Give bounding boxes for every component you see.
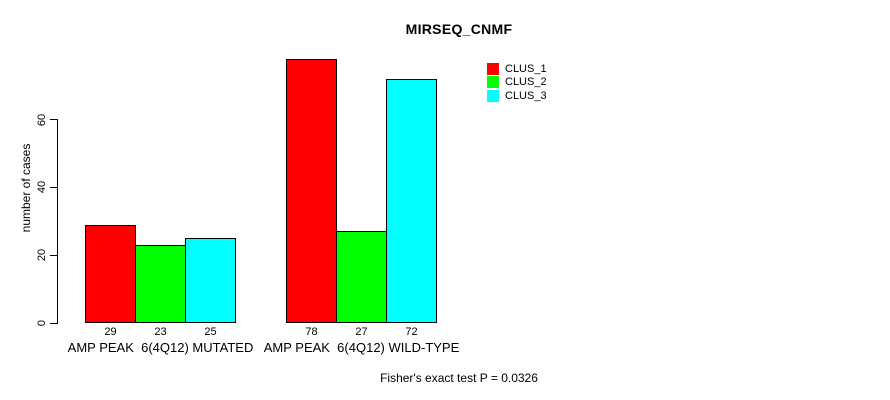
y-tick-label: 20 (36, 249, 48, 262)
legend-row-clus-2: CLUS_2 (487, 76, 547, 89)
chart-title: MIRSEQ_CNMF (405, 21, 513, 37)
bar-value-label: 78 (305, 326, 318, 338)
bar-clus-3-wild-type (386, 78, 437, 323)
fisher-test-annotation: Fisher's exact test P = 0.0326 (380, 371, 538, 385)
category-label-wild-type: AMP PEAK 6(4Q12) WILD-TYPE (263, 340, 460, 355)
bar-value-label: 25 (204, 326, 217, 338)
bar-clus-2-mutated (135, 245, 186, 323)
bar-value-label: 72 (405, 326, 418, 338)
y-axis-title: number of cases (19, 143, 33, 233)
bar-clus-2-wild-type (336, 231, 387, 323)
bar-value-label: 27 (355, 326, 368, 338)
legend-row-clus-1: CLUS_1 (487, 63, 547, 75)
y-tick-label: 60 (36, 113, 48, 126)
bar-value-label: 29 (104, 326, 117, 338)
bar-clus-3-mutated (185, 238, 236, 323)
y-tick-label: 40 (36, 181, 48, 194)
bar-value-label: 23 (154, 326, 167, 338)
category-label-mutated: AMP PEAK 6(4Q12) MUTATED (67, 340, 254, 355)
legend: CLUS_1 CLUS_2 CLUS_3 (487, 63, 547, 103)
legend-label: CLUS_3 (505, 89, 547, 102)
y-tick-mark (50, 322, 58, 324)
bar-clus-1-wild-type (286, 58, 337, 323)
legend-swatch-icon (487, 89, 499, 102)
y-tick-mark (50, 119, 58, 121)
legend-row-clus-3: CLUS_3 (487, 89, 547, 102)
y-tick-label: 0 (36, 319, 48, 327)
y-tick-mark (50, 186, 58, 188)
y-axis-line (57, 119, 58, 324)
legend-label: CLUS_1 (505, 63, 547, 75)
y-tick-mark (50, 254, 58, 256)
bar-clus-1-mutated (85, 224, 136, 323)
legend-label: CLUS_2 (505, 76, 547, 89)
legend-swatch-icon (487, 63, 499, 75)
legend-swatch-icon (487, 76, 499, 89)
